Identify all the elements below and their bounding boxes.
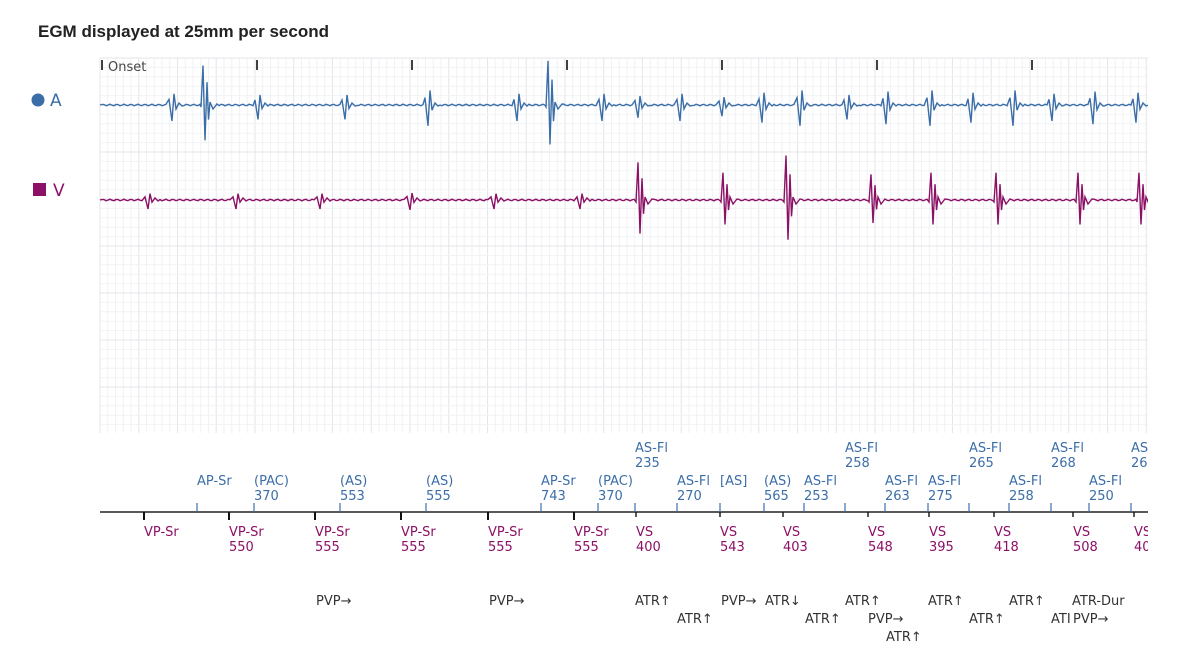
marker-annotations: PVP→ PVP→ ATR↑ ATR↑ PVP→ ATR↓ ATR↑ ATR↑ PVP→ ATR↑… <box>316 594 1125 645</box>
ventricular-marker-label: 395 <box>929 540 954 555</box>
marker-annotation: ATR↓ <box>765 594 801 609</box>
atrial-marker-label: 275 <box>928 489 953 504</box>
marker-annotation: PVP→ <box>721 594 757 609</box>
atrial-marker-label: 370 <box>598 489 623 504</box>
atrial-marker-label: (AS) <box>426 474 453 489</box>
atrial-marker-label: 370 <box>254 489 279 504</box>
atrial-marker-label: 26 <box>1131 456 1148 471</box>
atrial-marker-label: AS-Fl <box>1089 474 1122 489</box>
marker-annotation: ATR↑ <box>969 612 1005 627</box>
marker-annotation: ATR↑ <box>1009 594 1045 609</box>
ventricular-marker-label: VS <box>929 525 946 540</box>
atrial-marker-label: 553 <box>340 489 365 504</box>
atrial-marker-label: 555 <box>426 489 451 504</box>
ventricular-marker-label: VP-Sr <box>574 525 609 540</box>
chart-title: EGM displayed at 25mm per second <box>38 22 329 41</box>
legend-marker-v <box>33 183 46 196</box>
ventricular-marker-label: VS <box>783 525 800 540</box>
ventricular-marker-label: 418 <box>994 540 1019 555</box>
marker-annotation: ATR↑ <box>635 594 671 609</box>
atrial-marker-label: 265 <box>969 456 994 471</box>
atrial-marker-label: 250 <box>1089 489 1114 504</box>
marker-annotation: ATR↑ <box>677 612 713 627</box>
ventricular-marker-label: VP-Sr <box>229 525 264 540</box>
atrial-marker-label: AS-Fl <box>804 474 837 489</box>
egm-grid <box>99 57 1148 433</box>
legend-item-a: A <box>31 91 62 111</box>
legend-label-v: V <box>53 181 65 201</box>
atrial-marker-label: AP-Sr <box>541 474 576 489</box>
series-line-v <box>99 155 1148 240</box>
marker-annotation: ATR-Dur <box>1072 594 1125 609</box>
atrial-marker-label: AS-Fl <box>885 474 918 489</box>
marker-annotation: ATR↑ <box>805 612 841 627</box>
ventricular-marker-label: VP-Sr <box>315 525 350 540</box>
atrial-marker-label: AS-Fl <box>928 474 961 489</box>
atrial-marker-label: 235 <box>635 456 660 471</box>
marker-ticks <box>143 503 1135 520</box>
ventricular-marker-label: VP-Sr <box>144 525 179 540</box>
atrial-marker-label: 258 <box>1009 489 1034 504</box>
atrial-marker-label: 743 <box>541 489 566 504</box>
ventricular-marker-label: 548 <box>868 540 893 555</box>
legend-label-a: A <box>50 91 62 111</box>
ventricular-marker-label: VP-Sr <box>488 525 523 540</box>
atrial-marker-label: AS <box>1131 441 1148 456</box>
marker-annotation: PVP→ <box>489 594 525 609</box>
series-line-a <box>99 60 1148 145</box>
ventricular-marker-label: VS <box>1073 525 1090 540</box>
atrial-marker-label: (AS) <box>764 474 791 489</box>
marker-annotation: ATI <box>1051 612 1071 627</box>
marker-annotation: ATR↑ <box>845 594 881 609</box>
atrial-marker-label: (PAC) <box>598 474 633 489</box>
atrial-marker-label: (AS) <box>340 474 367 489</box>
ventricular-marker-label: 403 <box>783 540 808 555</box>
ventricular-marker-label: VS <box>636 525 653 540</box>
legend-item-v: V <box>33 181 65 201</box>
ventricular-marker-label: 555 <box>315 540 340 555</box>
marker-annotation: PVP→ <box>316 594 352 609</box>
marker-annotation: ATR↑ <box>886 630 922 645</box>
atrial-marker-label: 253 <box>804 489 829 504</box>
ventricular-marker-label: 555 <box>574 540 599 555</box>
atrial-marker-label: 270 <box>677 489 702 504</box>
ventricular-marker-label: VS <box>1134 525 1151 540</box>
atrial-marker-label: 263 <box>885 489 910 504</box>
ventricular-marker-label: 40 <box>1134 540 1151 555</box>
atrial-markers: AP-Sr (PAC)370(AS)553(AS)555AP-Sr743(PAC)… <box>197 441 1148 504</box>
ventricular-marker-label: VS <box>994 525 1011 540</box>
atrial-marker-label: [AS] <box>720 474 747 489</box>
ventricular-marker-label: 550 <box>229 540 254 555</box>
atrial-marker-label: 268 <box>1051 456 1076 471</box>
ventricular-marker-label: 555 <box>488 540 513 555</box>
atrial-marker-label: AS-Fl <box>1009 474 1042 489</box>
atrial-marker-label: AS-Fl <box>1051 441 1084 456</box>
atrial-marker-label: 258 <box>845 456 870 471</box>
atrial-marker-label: AP-Sr <box>197 474 232 489</box>
onset-label: Onset <box>108 60 146 75</box>
ventricular-markers: VP-Sr VP-Sr550VP-Sr555VP-Sr555VP-Sr555VP-… <box>144 525 1151 555</box>
marker-annotation: ATR↑ <box>928 594 964 609</box>
atrial-marker-label: AS-Fl <box>845 441 878 456</box>
marker-annotation: PVP→ <box>868 612 904 627</box>
atrial-marker-label: 565 <box>764 489 789 504</box>
ventricular-marker-label: 508 <box>1073 540 1098 555</box>
ventricular-marker-label: 400 <box>636 540 661 555</box>
marker-annotation: PVP→ <box>1073 612 1109 627</box>
ventricular-marker-label: VS <box>868 525 885 540</box>
ventricular-marker-label: 543 <box>720 540 745 555</box>
ventricular-marker-label: VS <box>720 525 737 540</box>
ventricular-marker-label: VP-Sr <box>401 525 436 540</box>
atrial-marker-label: (PAC) <box>254 474 289 489</box>
legend-marker-a <box>31 93 45 107</box>
second-ticks <box>101 60 1033 70</box>
atrial-marker-label: AS-Fl <box>677 474 710 489</box>
atrial-marker-label: AS-Fl <box>635 441 668 456</box>
ventricular-marker-label: 555 <box>401 540 426 555</box>
atrial-marker-label: AS-Fl <box>969 441 1002 456</box>
